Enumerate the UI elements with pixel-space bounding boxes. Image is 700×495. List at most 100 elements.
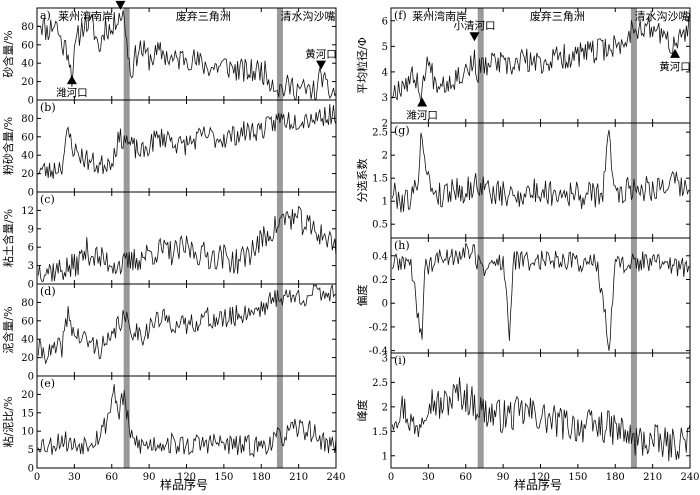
- y-tick-label-i: 1: [382, 451, 388, 462]
- x-tick-label-e: 60: [105, 472, 118, 483]
- panel-frame-g: [390, 122, 691, 239]
- x-tick-label-i: 180: [606, 472, 625, 483]
- panel-d: 0 20 40 60 80 (d) 泥含量/%: [1, 283, 337, 383]
- panel-frame-b: [36, 99, 337, 193]
- annotation-label-a-1: 小清河口: [99, 0, 141, 1]
- zone-label-3: 清水沟沙嘴: [634, 10, 689, 23]
- x-tick-label-i: 0: [388, 472, 394, 483]
- y-axis-label-f: 平均粒径/Φ: [355, 37, 369, 94]
- y-tick-label-a: 0: [28, 96, 34, 107]
- panel-tag-a: a): [40, 9, 51, 22]
- y-tick-label-f: 5: [382, 42, 388, 53]
- y-tick-label-d: 60: [21, 316, 34, 327]
- y-axis-label-d: 泥含量/%: [1, 306, 15, 353]
- zone-boundary-1: [123, 100, 130, 192]
- zone-boundary-1: [477, 123, 484, 238]
- panel-tag-d: (d): [40, 285, 56, 298]
- y-tick-label-g: 1: [382, 197, 388, 208]
- y-tick-label-b: 20: [21, 169, 34, 180]
- y-tick-label-d: 20: [21, 353, 34, 364]
- annotation-label-a-0: 潍河口: [56, 87, 88, 99]
- y-tick-label-g: 0.5: [372, 220, 388, 231]
- annotation-marker-a-0: [66, 75, 77, 85]
- x-axis-label-right: 样品序号: [514, 477, 562, 492]
- zone-boundary-1: [123, 8, 130, 100]
- y-tick-label-g: 2: [382, 151, 388, 162]
- panel-i: 11.522.530 30 60 90 120 150 180 210 240(i)峰度: [355, 352, 700, 483]
- zone-boundary-2: [276, 192, 283, 284]
- y-tick-label-b: 0: [28, 188, 34, 199]
- panel-e: 0 5 10 15 20 0 30 60 90 120 150 180 210 240 (e) 粘/泥比/%: [1, 375, 346, 483]
- panel-tag-i: (i): [394, 354, 406, 367]
- annotation-label-a-2: 黄河口: [305, 48, 337, 61]
- panel-tag-e: (e): [40, 377, 55, 390]
- panel-tag-g: (g): [394, 124, 410, 137]
- y-tick-label-b: 60: [21, 132, 34, 143]
- panel-tag-b: (b): [40, 101, 56, 114]
- annotation-marker-a-1: [115, 0, 126, 10]
- series-line-b: [37, 104, 336, 179]
- panel-tag-c: (c): [40, 193, 55, 206]
- x-tick-label-i: 240: [680, 472, 699, 483]
- y-tick-label-a: 40: [21, 59, 34, 70]
- annotation-marker-a-2: [316, 60, 327, 70]
- zone-boundary-1: [123, 376, 130, 468]
- zone-boundary-2: [276, 8, 283, 100]
- y-tick-label-c: 0: [28, 280, 34, 291]
- y-tick-label-f: 3: [382, 93, 388, 104]
- panel-b: 0 20 40 60 80 (b) 粉砂含量/%: [1, 99, 337, 199]
- x-tick-label-e: 240: [326, 472, 345, 483]
- y-tick-label-h: 0.2: [372, 275, 388, 286]
- zone-boundary-1: [123, 192, 130, 284]
- x-tick-label-i: 150: [568, 472, 587, 483]
- x-tick-label-i: 60: [459, 472, 472, 483]
- y-tick-label-i: 1.5: [372, 427, 388, 438]
- series-line-i: [391, 377, 690, 462]
- y-tick-label-d: 0: [28, 372, 34, 383]
- series-line-f: [391, 10, 690, 105]
- panel-c: 0 3 6 9 12 (c) 粘土含量/%: [1, 191, 337, 291]
- x-tick-label-e: 210: [289, 472, 308, 483]
- y-tick-label-e: 0: [28, 464, 34, 475]
- y-tick-label-i: 2.5: [372, 378, 388, 389]
- y-tick-label-h: -0.2: [369, 322, 388, 333]
- x-tick-label-i: 30: [422, 472, 435, 483]
- zone-boundary-2: [630, 353, 637, 468]
- y-tick-label-c: 12: [21, 206, 34, 217]
- zone-label-1: 莱州湾南岸: [412, 9, 467, 23]
- y-axis-label-a: 砂含量/%: [1, 30, 15, 77]
- y-axis-label-i: 峰度: [355, 400, 369, 422]
- zone-boundary-1: [477, 353, 484, 468]
- zone-label-2: 废弃三角洲: [530, 9, 585, 23]
- y-tick-label-d: 80: [21, 298, 34, 309]
- y-tick-label-e: 20: [21, 390, 34, 401]
- y-tick-label-a: 20: [21, 77, 34, 88]
- zone-label-3: 清水沟沙嘴: [280, 10, 335, 23]
- series-line-h: [391, 242, 690, 351]
- y-tick-label-h: 0.4: [372, 251, 388, 262]
- panel-h: -0.4 -0.2 0 0.2 0.4 (h) 偏度: [355, 237, 691, 357]
- zone-boundary-2: [630, 238, 637, 353]
- y-tick-label-e: 15: [21, 408, 34, 419]
- y-tick-label-i: 2: [382, 402, 388, 413]
- x-tick-label-e: 0: [34, 472, 40, 483]
- zone-boundary-2: [630, 8, 637, 123]
- zone-label-1: 莱州湾南岸: [58, 9, 113, 23]
- y-tick-label-c: 6: [28, 243, 34, 254]
- annotation-label-f-0: 潍河口: [406, 109, 438, 121]
- zone-boundary-1: [477, 8, 484, 123]
- x-tick-label-i: 120: [531, 472, 550, 483]
- y-tick-label-c: 3: [28, 261, 34, 272]
- zone-boundary-2: [276, 376, 283, 468]
- x-tick-label-i: 90: [497, 472, 510, 483]
- x-tick-label-e: 30: [68, 472, 81, 483]
- series-line-e: [37, 384, 336, 459]
- panel-tag-f: (f): [394, 9, 407, 22]
- zone-boundary-1: [123, 284, 130, 376]
- x-tick-label-e: 120: [177, 472, 196, 483]
- series-line-c: [37, 205, 336, 282]
- annotation-label-f-1: 小清河口: [453, 19, 495, 32]
